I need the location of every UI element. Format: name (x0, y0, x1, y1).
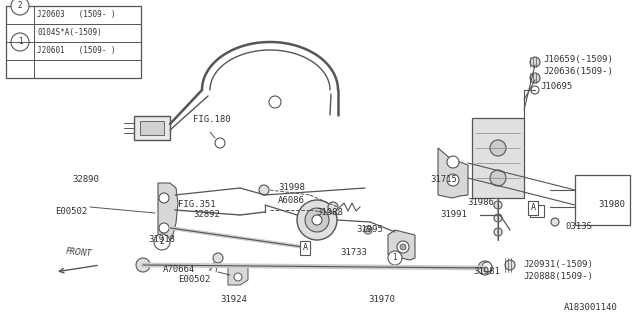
Text: 2: 2 (159, 237, 164, 246)
Text: 31918: 31918 (148, 235, 175, 244)
Text: 31980: 31980 (598, 200, 625, 209)
Circle shape (531, 86, 539, 94)
Text: 31715: 31715 (430, 175, 457, 184)
Circle shape (490, 170, 506, 186)
Circle shape (136, 258, 150, 272)
Text: J10659(-1509): J10659(-1509) (543, 55, 613, 64)
Text: 32890: 32890 (72, 175, 99, 184)
Bar (6, 6, 141, 78)
Circle shape (490, 140, 506, 156)
Polygon shape (228, 265, 248, 285)
Text: 31981: 31981 (473, 267, 500, 276)
Circle shape (505, 260, 515, 270)
Bar (530, 205, 544, 217)
Text: 31988: 31988 (316, 208, 343, 217)
Text: FRONT: FRONT (65, 247, 92, 258)
Bar (134, 116, 170, 140)
Text: A: A (303, 244, 307, 252)
Circle shape (213, 253, 223, 263)
Text: E00502: E00502 (55, 207, 87, 216)
Text: 31970: 31970 (368, 295, 395, 304)
Circle shape (551, 218, 559, 226)
Circle shape (228, 271, 236, 279)
Text: J20931(-1509): J20931(-1509) (523, 260, 593, 269)
Text: 0104S*B(-1509): 0104S*B(-1509) (37, 0, 102, 2)
Circle shape (366, 228, 370, 232)
Circle shape (530, 57, 540, 67)
Text: 32892: 32892 (193, 210, 220, 219)
Text: A: A (531, 204, 536, 212)
Text: J20636(1509-): J20636(1509-) (543, 67, 613, 76)
Circle shape (447, 174, 459, 186)
Circle shape (215, 138, 225, 148)
Bar (140, 121, 164, 135)
Bar (575, 175, 630, 225)
Text: 1: 1 (392, 253, 397, 262)
Text: 31998: 31998 (278, 183, 305, 192)
Circle shape (11, 33, 29, 51)
Text: J20888(1509-): J20888(1509-) (523, 272, 593, 281)
Text: FIG.180: FIG.180 (193, 115, 230, 124)
Circle shape (11, 0, 29, 15)
Circle shape (328, 202, 338, 212)
Text: 31924: 31924 (220, 295, 247, 304)
FancyArrowPatch shape (173, 228, 307, 248)
Circle shape (397, 241, 409, 253)
Circle shape (400, 244, 406, 250)
Polygon shape (158, 183, 178, 243)
Text: 0104S*A(-1509): 0104S*A(-1509) (37, 28, 102, 37)
Circle shape (494, 214, 502, 222)
Text: 31995: 31995 (356, 225, 383, 234)
Text: 31986: 31986 (467, 198, 494, 207)
Circle shape (447, 156, 459, 168)
Text: J20601   (1509- ): J20601 (1509- ) (37, 46, 116, 55)
Circle shape (494, 201, 502, 209)
Polygon shape (388, 230, 415, 260)
Circle shape (312, 215, 322, 225)
Circle shape (159, 193, 169, 203)
Circle shape (154, 234, 170, 250)
Circle shape (234, 273, 242, 281)
Polygon shape (438, 148, 468, 198)
Circle shape (494, 228, 502, 236)
Text: 31991: 31991 (440, 210, 467, 219)
Circle shape (364, 226, 372, 234)
Circle shape (482, 262, 492, 272)
Circle shape (259, 185, 269, 195)
Text: J20603   (1509- ): J20603 (1509- ) (37, 11, 116, 20)
Circle shape (478, 261, 492, 275)
Text: A183001140: A183001140 (564, 303, 618, 312)
Text: 1: 1 (18, 37, 22, 46)
Circle shape (530, 73, 540, 83)
Text: FIG.351: FIG.351 (178, 200, 216, 209)
Circle shape (159, 223, 169, 233)
Circle shape (269, 96, 281, 108)
Circle shape (388, 251, 402, 265)
Text: A6086: A6086 (278, 196, 305, 205)
Text: E00502: E00502 (178, 275, 211, 284)
Circle shape (297, 200, 337, 240)
Bar (472, 118, 524, 198)
Text: 2: 2 (18, 2, 22, 11)
Text: J10695: J10695 (540, 82, 572, 91)
Text: 0313S: 0313S (565, 222, 592, 231)
Circle shape (305, 208, 329, 232)
Text: 31733: 31733 (340, 248, 367, 257)
Text: A70664: A70664 (163, 265, 195, 274)
